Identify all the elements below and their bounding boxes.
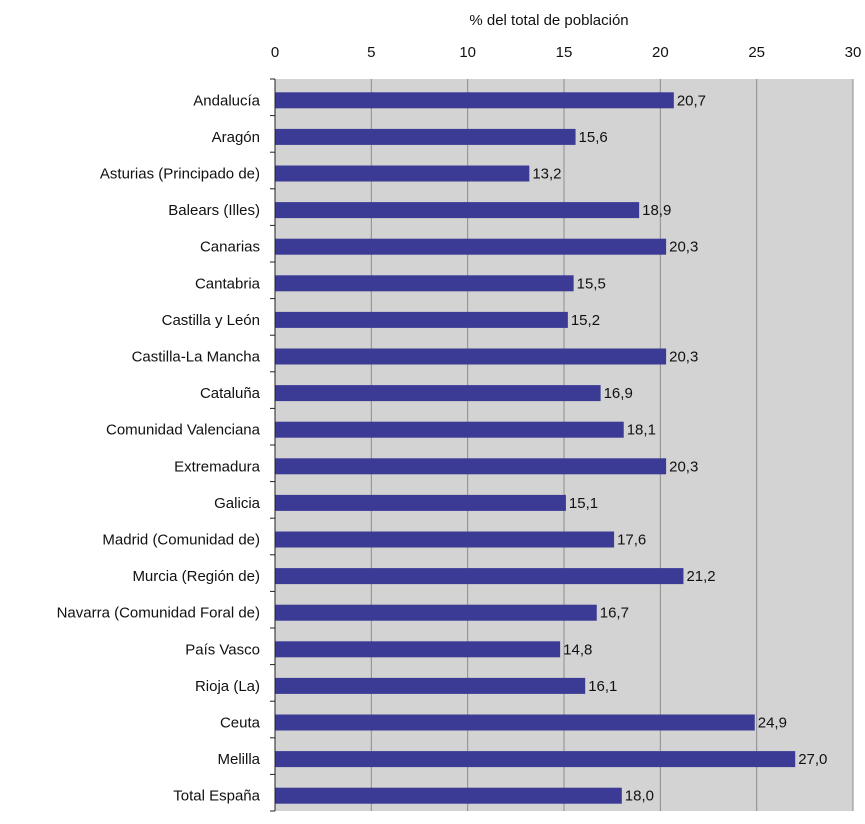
bar — [275, 568, 684, 585]
data-label: 16,9 — [604, 385, 633, 402]
category-label: Madrid (Comunidad de) — [102, 532, 260, 549]
bar — [275, 494, 566, 511]
data-label: 15,6 — [579, 129, 608, 146]
bar — [275, 787, 622, 804]
bar — [275, 348, 667, 365]
data-label: 21,2 — [686, 568, 715, 585]
category-label: Total España — [173, 788, 260, 805]
grid — [370, 79, 854, 811]
data-label: 18,0 — [625, 788, 654, 805]
bar — [275, 604, 597, 621]
bar — [275, 92, 674, 109]
data-label: 13,2 — [532, 166, 561, 183]
category-label: Murcia (Región de) — [132, 568, 260, 585]
x-tick-label: 5 — [367, 44, 375, 61]
x-axis-title: % del total de población — [469, 12, 628, 29]
bar — [275, 128, 576, 145]
bar — [275, 714, 755, 731]
category-label: Navarra (Comunidad Foral de) — [57, 605, 260, 622]
data-labels: 20,7 15,6 13,2 18,9 20,3 15,5 15,2 20,3 16,9 18,1… — [532, 92, 827, 804]
category-label: Canarias — [200, 239, 260, 256]
bar — [275, 385, 601, 402]
x-tick-label: 15 — [556, 44, 573, 61]
data-label: 18,1 — [627, 422, 656, 439]
bars — [275, 92, 796, 804]
x-tick-label: 20 — [652, 44, 669, 61]
bar — [275, 677, 586, 694]
bar — [275, 275, 574, 292]
category-label: Asturias (Principado de) — [100, 166, 260, 183]
category-label: Rioja (La) — [195, 678, 260, 695]
x-tick-label: 30 — [845, 44, 862, 61]
data-label: 24,9 — [758, 715, 787, 732]
category-label: Balears (Illes) — [168, 202, 260, 219]
category-label: Aragón — [212, 129, 260, 146]
x-tick-label: 0 — [271, 44, 279, 61]
category-label: Comunidad Valenciana — [106, 422, 261, 439]
category-axis: Andalucía Aragón Asturias (Principado de) B… — [57, 78, 276, 812]
category-label: Melilla — [217, 751, 260, 768]
category-label: Galicia — [214, 495, 261, 512]
data-label: 20,3 — [669, 349, 698, 366]
category-label: Andalucía — [193, 92, 260, 109]
data-label: 18,9 — [642, 202, 671, 219]
category-label: Cataluña — [200, 385, 261, 402]
data-label: 15,1 — [569, 495, 598, 512]
bar — [275, 531, 615, 548]
data-label: 15,5 — [577, 275, 606, 292]
category-label: Cantabria — [195, 275, 261, 292]
category-label: Ceuta — [220, 715, 261, 732]
data-label: 14,8 — [563, 641, 592, 658]
x-tick-label: 10 — [459, 44, 476, 61]
bar — [275, 202, 640, 219]
data-label: 20,3 — [669, 458, 698, 475]
category-label: Castilla-La Mancha — [132, 349, 261, 366]
data-label: 17,6 — [617, 532, 646, 549]
data-label: 16,7 — [600, 605, 629, 622]
bar — [275, 641, 561, 658]
bar — [275, 311, 568, 328]
x-axis: 0 5 10 15 20 25 30 — [271, 44, 862, 61]
category-label: País Vasco — [185, 641, 260, 658]
category-label: Castilla y León — [162, 312, 260, 329]
bar — [275, 165, 530, 182]
data-label: 15,2 — [571, 312, 600, 329]
bar — [275, 751, 796, 768]
bar — [275, 421, 624, 438]
x-tick-label: 25 — [748, 44, 765, 61]
data-label: 20,3 — [669, 239, 698, 256]
bar — [275, 238, 667, 255]
bar — [275, 458, 667, 475]
data-label: 20,7 — [677, 92, 706, 109]
category-label: Extremadura — [174, 458, 261, 475]
data-label: 27,0 — [798, 751, 827, 768]
data-label: 16,1 — [588, 678, 617, 695]
